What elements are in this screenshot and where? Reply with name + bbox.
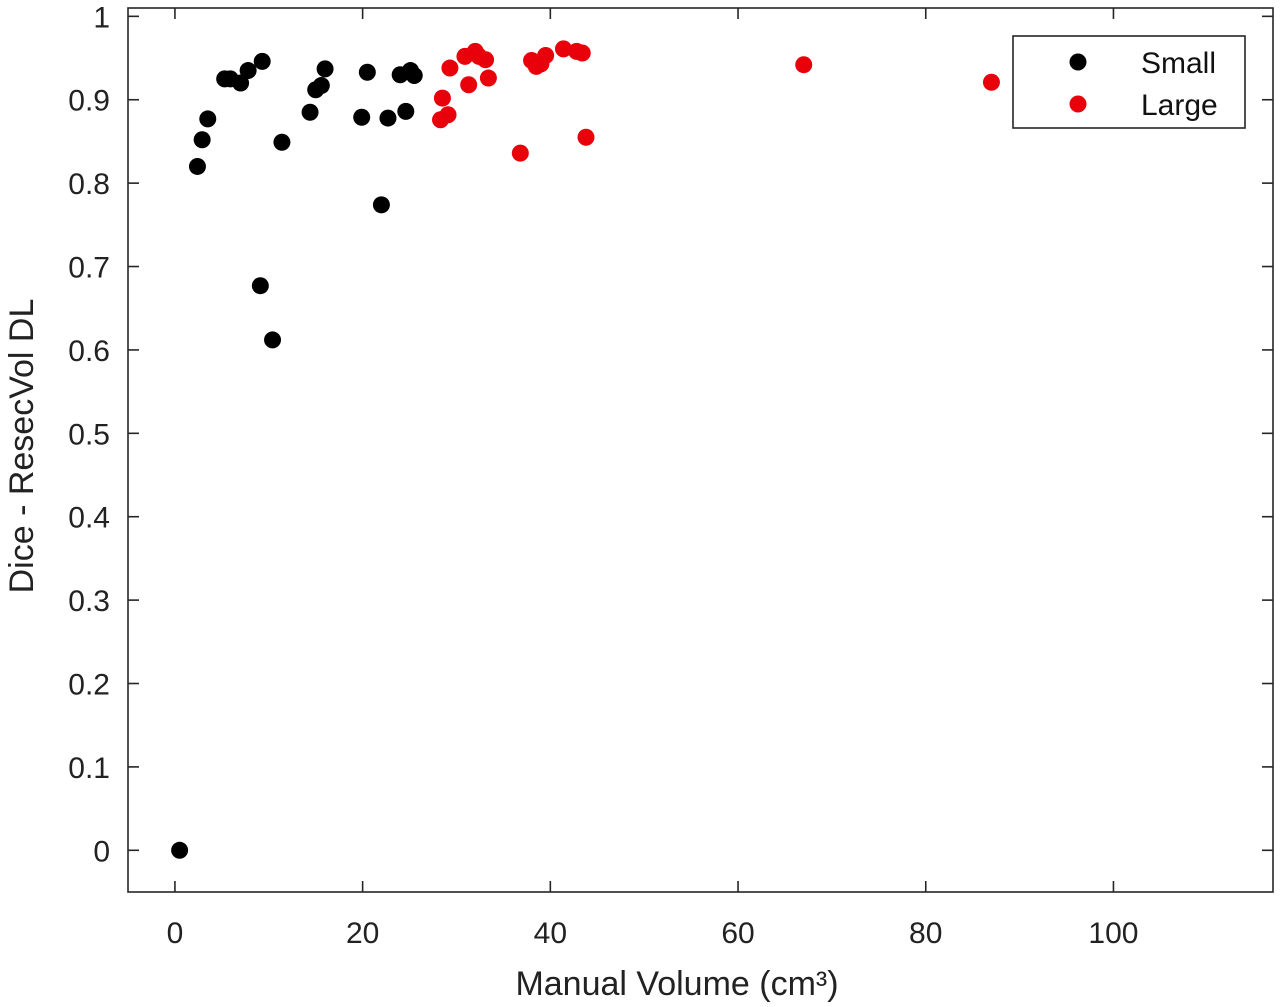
point-small: [358, 63, 376, 81]
y-tick-label: 0.6: [68, 335, 110, 368]
point-small: [397, 102, 415, 120]
y-axis: 0 0.1 0.2 0.3 0.4 0.5 0.6 0.7 0.8 0.9 1: [68, 1, 1273, 868]
point-large: [441, 59, 459, 77]
y-tick-label: 0.8: [68, 168, 110, 201]
point-large: [460, 76, 478, 94]
point-small: [188, 157, 206, 175]
x-axis-title: Manual Volume (cm³): [515, 965, 838, 1003]
y-tick-label: 0.7: [68, 252, 110, 285]
point-large: [479, 69, 497, 87]
point-small: [251, 277, 269, 295]
legend-box: [1012, 35, 1246, 129]
x-tick-label: 80: [909, 917, 942, 950]
point-small: [193, 131, 211, 149]
y-tick-label: 0.4: [68, 502, 110, 535]
point-small: [372, 196, 390, 214]
point-small: [253, 52, 271, 70]
legend: Small Large: [1012, 35, 1246, 129]
legend-label-large: Large: [1141, 89, 1218, 122]
y-tick-label: 0.1: [68, 752, 110, 785]
y-tick-label: 1: [93, 1, 110, 34]
point-large: [795, 56, 813, 74]
point-large: [433, 89, 451, 107]
point-small: [264, 331, 282, 349]
y-tick-label: 0.9: [68, 85, 110, 118]
point-small: [379, 109, 397, 127]
point-large: [982, 73, 1000, 91]
plot-frame: [127, 7, 1274, 893]
point-small: [239, 62, 257, 80]
plot-area: [127, 7, 1274, 893]
point-small: [199, 110, 217, 128]
x-axis: 0 20 40 60 80 100: [167, 8, 1138, 950]
point-large: [511, 144, 529, 162]
legend-label-small: Small: [1141, 47, 1216, 80]
x-tick-label: 100: [1088, 917, 1138, 950]
point-large: [537, 47, 555, 65]
point-small: [353, 108, 371, 126]
point-large: [439, 106, 457, 124]
legend-marker-large: [1069, 95, 1087, 113]
y-tick-label: 0: [93, 835, 110, 868]
x-tick-label: 40: [534, 917, 567, 950]
data-points: [171, 40, 1000, 859]
y-tick-label: 0.5: [68, 418, 110, 451]
x-tick-label: 60: [721, 917, 754, 950]
point-small: [405, 67, 423, 85]
point-small: [316, 60, 334, 78]
x-tick-label: 0: [167, 917, 184, 950]
point-small: [312, 77, 330, 95]
y-tick-label: 0.3: [68, 585, 110, 618]
point-small: [171, 841, 189, 859]
point-small: [232, 74, 250, 92]
point-large: [554, 40, 572, 58]
point-large: [577, 128, 595, 146]
y-axis-title: Dice - ResecVol DL: [3, 299, 41, 594]
legend-marker-small: [1069, 53, 1087, 71]
point-large: [477, 51, 495, 69]
y-tick-label: 0.2: [68, 669, 110, 702]
point-small: [273, 133, 291, 151]
x-tick-label: 20: [346, 917, 379, 950]
point-small: [301, 103, 319, 121]
point-large: [573, 44, 591, 62]
